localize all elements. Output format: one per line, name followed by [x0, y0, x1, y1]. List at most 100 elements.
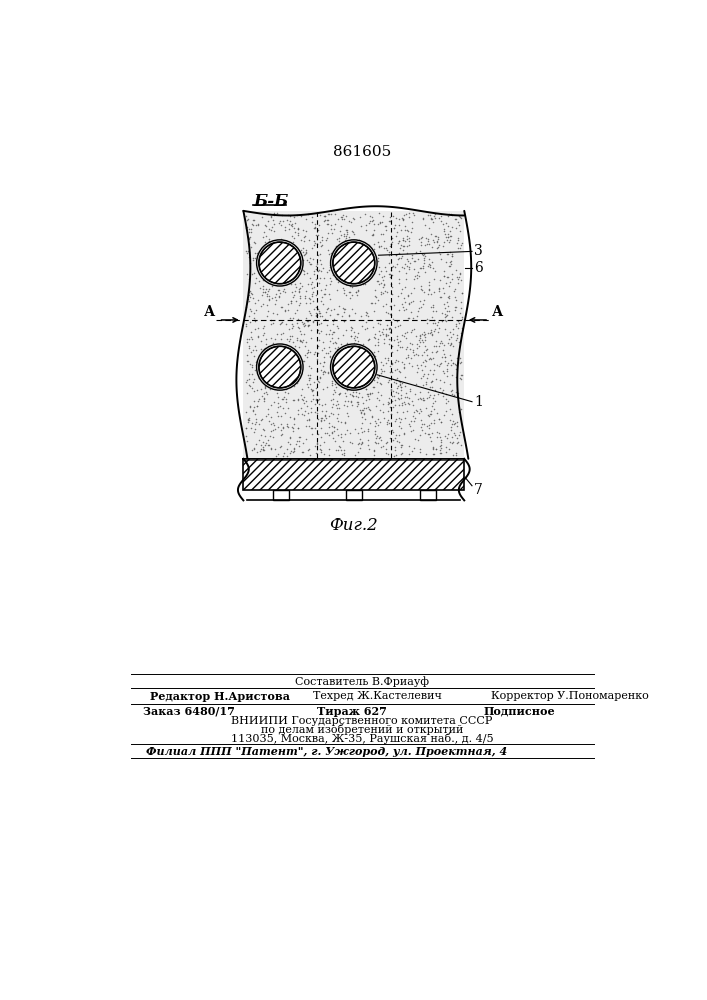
Point: [424, 259, 436, 275]
Point: [313, 325, 325, 341]
Point: [349, 374, 360, 390]
Point: [269, 235, 281, 251]
Point: [433, 210, 445, 226]
Point: [369, 372, 380, 388]
Point: [403, 295, 414, 311]
Point: [392, 224, 403, 240]
Point: [314, 370, 325, 386]
Point: [419, 284, 430, 300]
Point: [305, 305, 316, 321]
Point: [283, 207, 294, 223]
Point: [424, 350, 436, 366]
Point: [308, 314, 319, 330]
Point: [395, 387, 407, 403]
Point: [259, 253, 271, 269]
Point: [400, 341, 411, 357]
Point: [242, 245, 253, 261]
Point: [426, 211, 437, 227]
Point: [419, 237, 431, 253]
Point: [248, 424, 259, 440]
Point: [344, 275, 356, 291]
Point: [316, 289, 327, 305]
Point: [318, 208, 329, 224]
Point: [297, 353, 308, 369]
Point: [445, 228, 457, 244]
Point: [335, 336, 346, 352]
Point: [395, 377, 406, 393]
Point: [424, 429, 436, 445]
Point: [352, 253, 363, 269]
Point: [393, 373, 404, 389]
Point: [315, 362, 327, 378]
Point: [455, 294, 467, 310]
Point: [446, 207, 457, 223]
Point: [397, 232, 409, 248]
Point: [331, 264, 342, 280]
Point: [368, 447, 380, 463]
Point: [348, 247, 359, 263]
Point: [313, 396, 325, 412]
Point: [272, 399, 284, 415]
Point: [300, 418, 312, 434]
Point: [315, 282, 327, 298]
Point: [358, 400, 369, 416]
Point: [322, 225, 333, 241]
Point: [269, 441, 281, 457]
Point: [391, 361, 402, 377]
Point: [423, 236, 434, 252]
Point: [262, 401, 274, 417]
Point: [286, 293, 297, 309]
Point: [381, 416, 392, 432]
Point: [341, 347, 352, 363]
Point: [316, 403, 327, 419]
Point: [291, 358, 303, 374]
Point: [310, 307, 321, 323]
Point: [431, 343, 443, 359]
Point: [373, 259, 385, 275]
Point: [323, 262, 334, 278]
Point: [370, 415, 382, 431]
Point: [303, 206, 314, 222]
Point: [392, 342, 403, 358]
Point: [286, 228, 298, 244]
Point: [423, 231, 434, 247]
Point: [305, 367, 316, 383]
Point: [304, 250, 315, 266]
Point: [435, 355, 446, 371]
Point: [250, 313, 261, 329]
Point: [252, 320, 264, 336]
Point: [308, 233, 320, 249]
Point: [361, 381, 372, 397]
Point: [345, 319, 356, 335]
Point: [295, 332, 306, 348]
Point: [267, 305, 279, 321]
Point: [317, 342, 328, 358]
Point: [268, 264, 279, 280]
Point: [384, 390, 395, 406]
Point: [262, 259, 273, 275]
Point: [334, 238, 345, 254]
Point: [409, 207, 420, 223]
Point: [251, 353, 262, 369]
Point: [255, 427, 267, 443]
Point: [321, 216, 332, 232]
Point: [286, 328, 298, 344]
Point: [339, 393, 351, 409]
Point: [301, 412, 312, 428]
Point: [456, 309, 467, 325]
Point: [301, 345, 312, 361]
Point: [447, 355, 458, 371]
Point: [289, 252, 300, 268]
Point: [286, 284, 298, 300]
Point: [330, 238, 341, 254]
Point: [312, 222, 324, 238]
Point: [356, 404, 367, 420]
Point: [385, 364, 396, 380]
Point: [450, 292, 462, 308]
Point: [276, 391, 287, 407]
Point: [293, 438, 305, 454]
Point: [327, 359, 339, 375]
Point: [393, 390, 404, 406]
Point: [434, 246, 445, 262]
Point: [383, 415, 395, 431]
